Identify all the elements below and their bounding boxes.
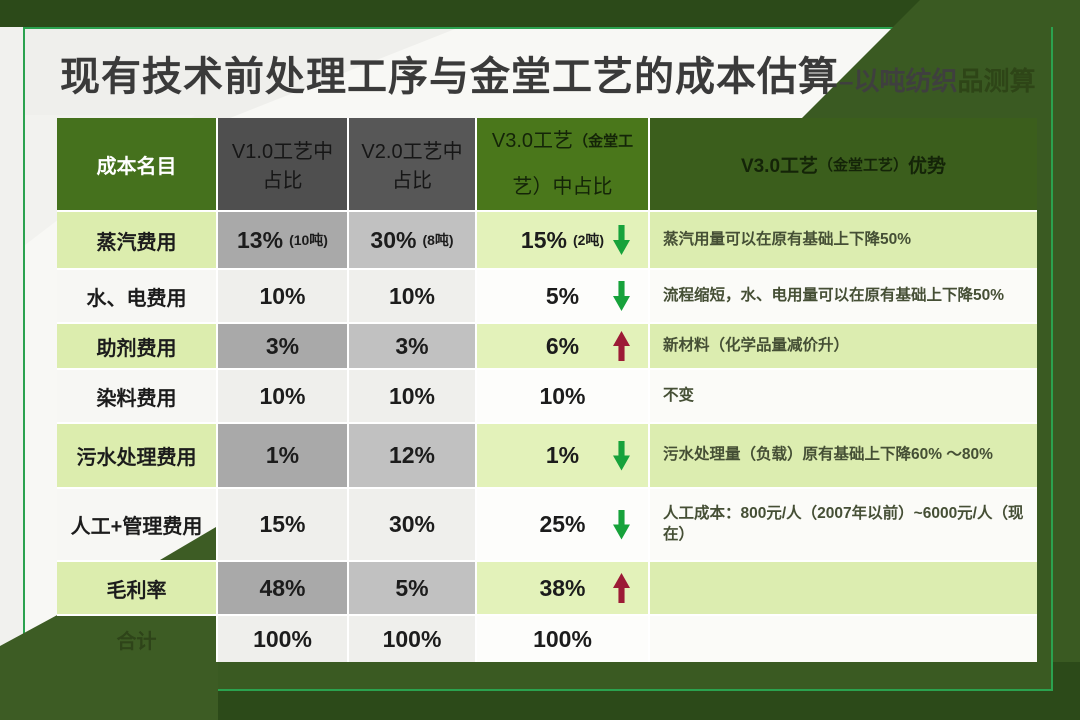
advantage-cell: 污水处理量（负载）原有基础上下降60% ～80% (650, 424, 1037, 487)
row-label: 人工+管理费用 (57, 489, 216, 560)
v1-value-cell: 1% (218, 424, 347, 487)
v2-value-cell: 3% (349, 324, 475, 368)
header-v1: V1.0工艺中占比 (218, 118, 347, 210)
v2-value: 30% (370, 226, 417, 253)
v1-note: (10吨) (289, 232, 328, 248)
v3-value-cell: 38% (477, 562, 648, 614)
v2-value-cell: 30% (349, 489, 475, 560)
v1-value-cell: 100% (218, 616, 347, 662)
v3-value: 5% (545, 282, 580, 309)
decrease-arrow-icon (613, 440, 630, 471)
v3-value-cell: 1% (477, 424, 648, 487)
row-label: 助剂费用 (57, 324, 216, 368)
v3-value-cell: 15% (2吨) (477, 212, 648, 268)
v2-value-cell: 5% (349, 562, 475, 614)
v2-value: 100% (382, 625, 442, 652)
v2-value: 3% (395, 332, 429, 359)
v3-note: (2吨) (572, 232, 605, 248)
slide-title-suffix-obscured: 品测算 (957, 66, 1036, 96)
v1-value-cell: 10% (218, 370, 347, 422)
v2-value: 10% (388, 282, 436, 309)
header-advantage-paren: （金堂工艺） (818, 156, 909, 174)
decrease-arrow-icon (613, 225, 630, 255)
header-advantage-main: V3.0工艺 (740, 155, 819, 177)
cost-comparison-table: 成本名目 V1.0工艺中占比 V2.0工艺中占比 V3.0工艺 （金堂工 艺）中占比… (57, 118, 1037, 662)
v3-value: 6% (545, 332, 580, 359)
v3-value: 10% (539, 382, 586, 409)
v3-value: 38% (539, 574, 586, 601)
v3-value-cell: 100% (477, 616, 648, 662)
v2-value: 5% (395, 574, 429, 601)
header-v3-rest: 艺）中占比 (512, 176, 613, 198)
v2-value: 30% (388, 511, 436, 537)
header-v2: V2.0工艺中占比 (349, 118, 475, 210)
v2-value: 12% (388, 442, 436, 468)
header-v3-paren: （金堂工 (573, 132, 634, 150)
v3-value: 100% (533, 625, 592, 652)
slide-title-suffix: –以吨纺织 (839, 66, 958, 96)
v2-value-cell: 10% (349, 270, 475, 322)
v2-value-cell: 12% (349, 424, 475, 487)
v1-value: 48% (259, 574, 306, 601)
header-v3-main: V3.0工艺 (491, 130, 574, 152)
decrease-arrow-icon (613, 509, 630, 540)
advantage-cell: 流程缩短，水、电用量可以在原有基础上下降50% (650, 270, 1037, 322)
v1-value-cell: 3% (218, 324, 347, 368)
row-label: 毛利率 (57, 562, 216, 614)
v1-value: 100% (253, 625, 312, 652)
v3-value: 1% (545, 442, 580, 468)
v1-value: 15% (259, 511, 306, 537)
v2-value-cell: 100% (349, 616, 475, 662)
v3-value-cell: 6% (477, 324, 648, 368)
v3-value-cell: 10% (477, 370, 648, 422)
v1-value: 10% (259, 382, 306, 409)
v1-value-cell: 10% (218, 270, 347, 322)
advantage-cell: 不变 (650, 370, 1037, 422)
header-cost-item: 成本名目 (57, 118, 216, 210)
advantage-cell (650, 616, 1037, 662)
advantage-cell: 新材料（化学品量减价升） (650, 324, 1037, 368)
v3-value: 25% (539, 511, 586, 537)
v1-value-cell: 48% (218, 562, 347, 614)
v2-value-cell: 10% (349, 370, 475, 422)
row-label: 合计 (57, 616, 216, 662)
decrease-arrow-icon (613, 281, 630, 311)
slide-left-margin (0, 27, 25, 691)
row-label: 蒸汽费用 (57, 212, 216, 268)
v1-value: 1% (265, 442, 300, 468)
header-advantage: V3.0工艺 （金堂工艺） 优势 (650, 118, 1037, 210)
v2-value: 10% (388, 382, 436, 409)
increase-arrow-icon (613, 331, 630, 361)
v3-value-cell: 5% (477, 270, 648, 322)
v3-value-cell: 25% (477, 489, 648, 560)
row-label: 染料费用 (57, 370, 216, 422)
v1-value: 13% (237, 226, 284, 253)
v2-note: (8吨) (422, 232, 454, 248)
v1-value-cell: 15% (218, 489, 347, 560)
slide-title: 现有技术前处理工序与金堂工艺的成本估算 –以吨纺织 品测算 (60, 44, 1035, 102)
v3-value: 15% (520, 226, 567, 253)
slide-title-text: 现有技术前处理工序与金堂工艺的成本估算 (60, 55, 839, 99)
advantage-cell: 蒸汽用量可以在原有基础上下降50% (650, 212, 1037, 268)
v1-value: 3% (265, 332, 300, 359)
v2-value-cell: 30% (8吨) (349, 212, 475, 268)
advantage-cell: 人工成本：800元/人（2007年以前）~6000元/人（现在） (650, 489, 1037, 560)
card-border-line (1051, 27, 1053, 691)
v1-value: 10% (259, 282, 306, 309)
v1-value-cell: 13% (10吨) (218, 212, 347, 268)
advantage-cell (650, 562, 1037, 614)
increase-arrow-icon (613, 573, 630, 603)
header-advantage-rest: 优势 (908, 155, 947, 177)
header-v3: V3.0工艺 （金堂工艺）中占比 (477, 118, 648, 210)
row-label: 污水处理费用 (57, 424, 216, 487)
row-label: 水、电费用 (57, 270, 216, 322)
